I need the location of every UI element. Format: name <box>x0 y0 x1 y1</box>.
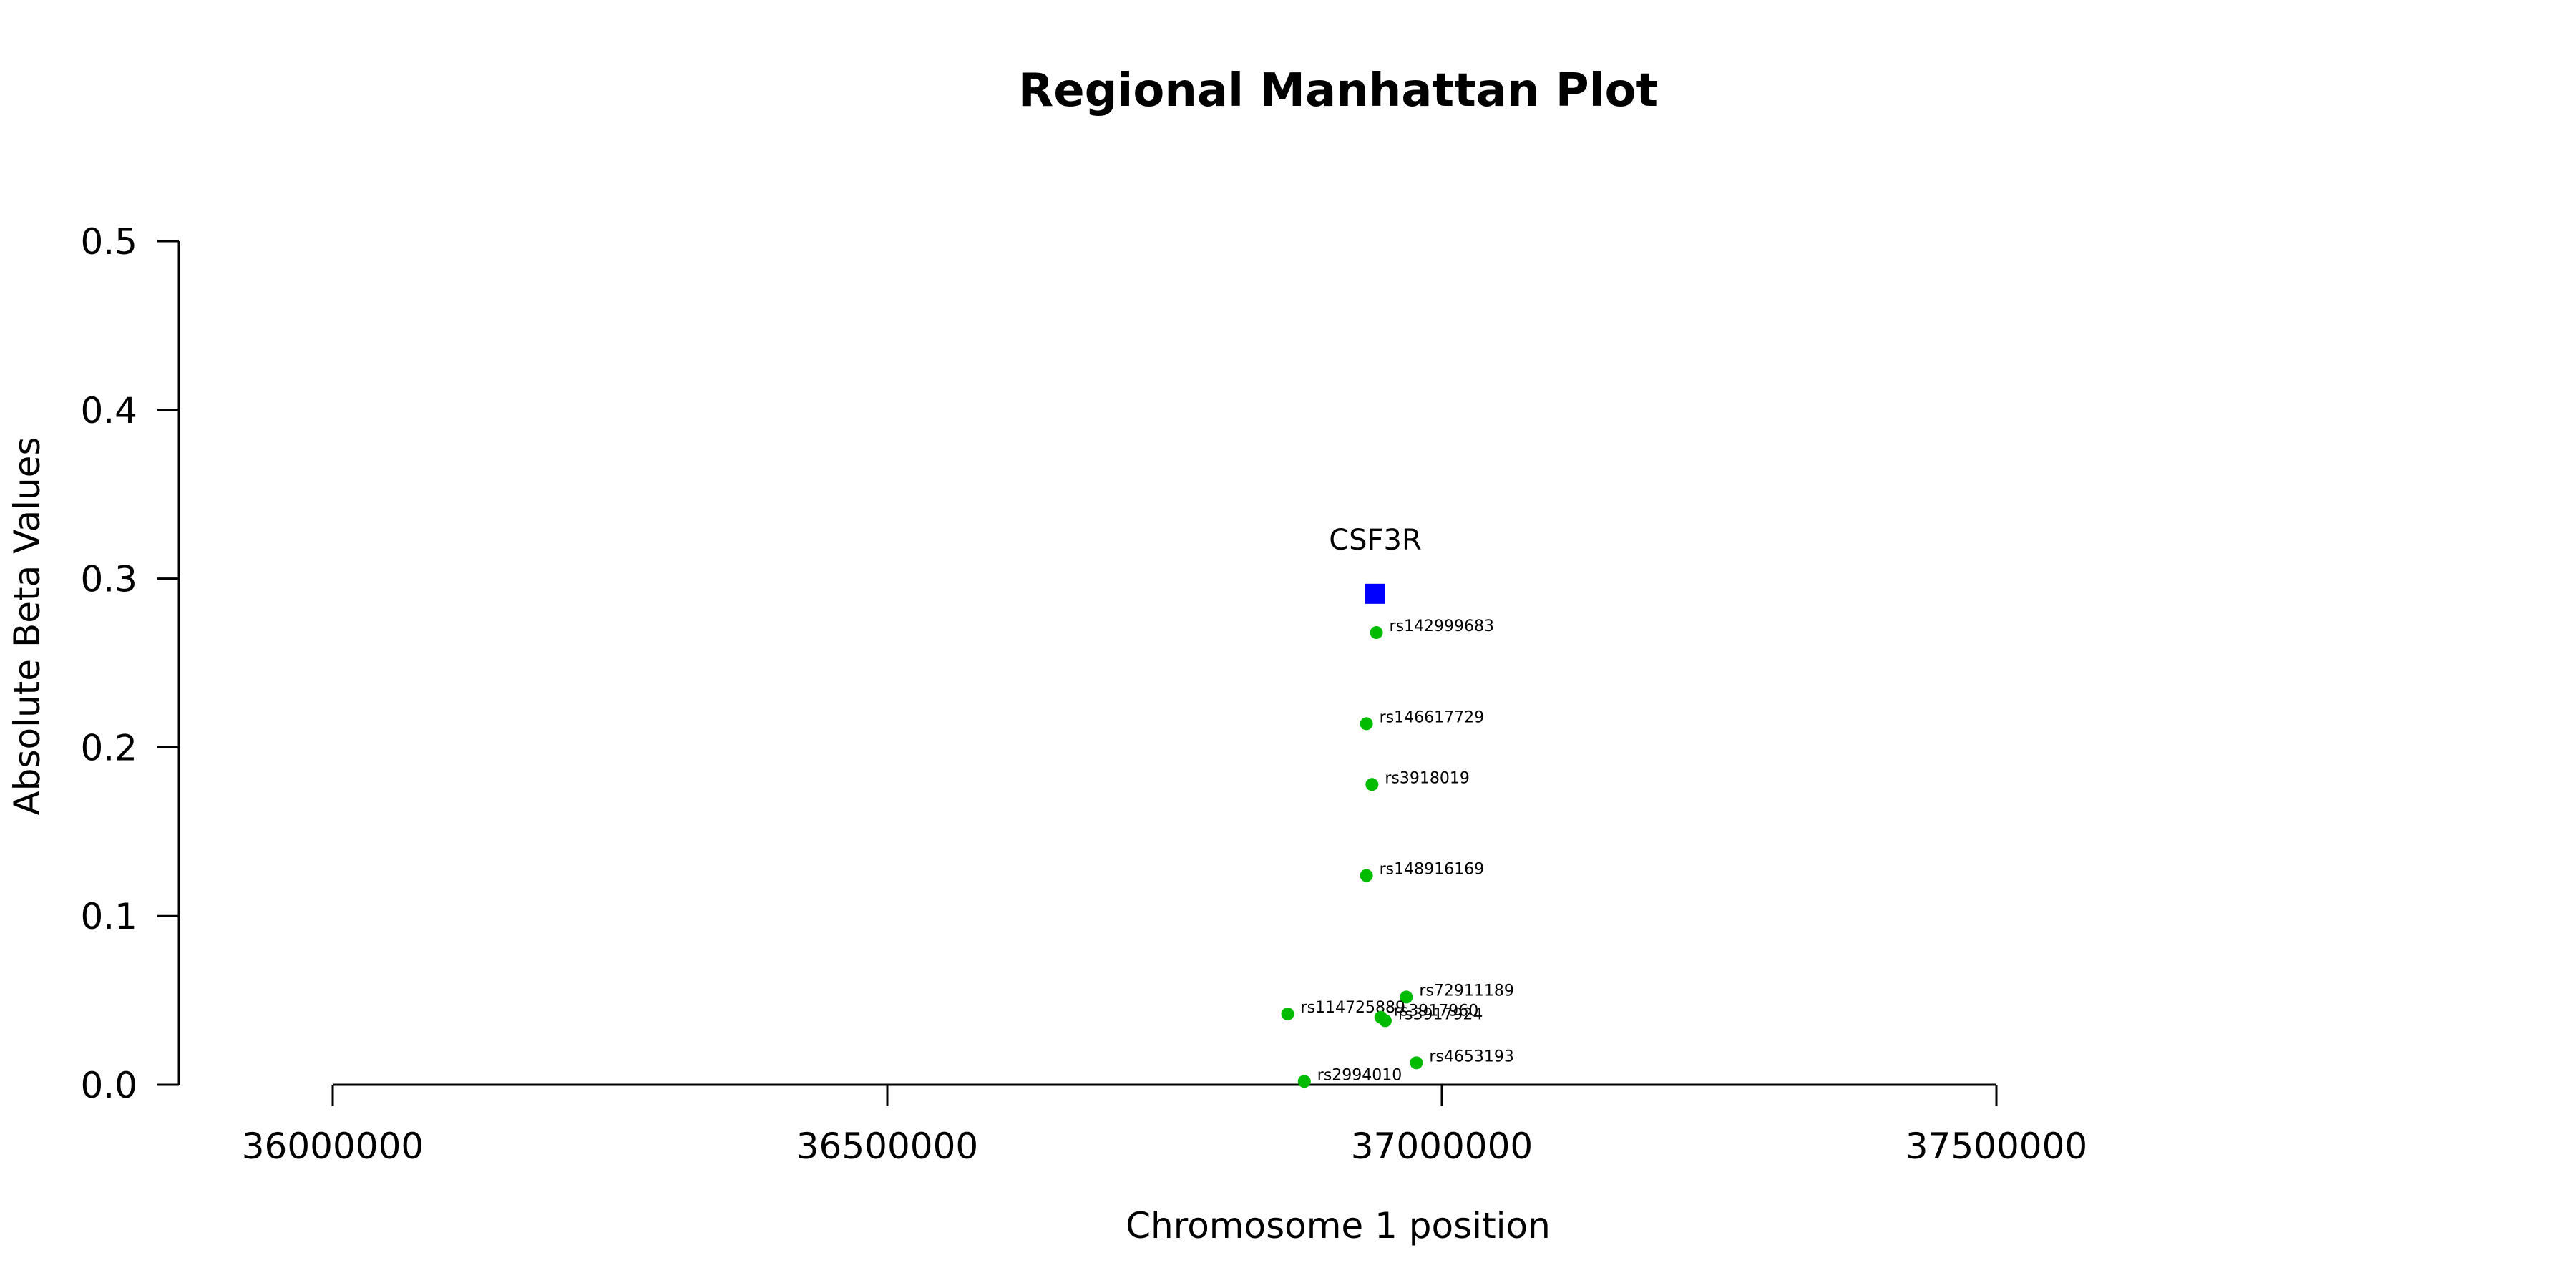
snp-point <box>1360 869 1373 882</box>
snp-label: rs148916169 <box>1380 861 1484 879</box>
y-axis-label: Absolute Beta Values <box>6 437 48 816</box>
y-tick-label: 0.4 <box>80 390 137 431</box>
snp-point <box>1365 778 1379 791</box>
data-points: rs142999683 rs146617729 rs3918019 rs1489161… <box>1281 524 1514 1088</box>
gene-marker <box>1365 583 1385 604</box>
chart-title: Regional Manhattan Plot <box>1018 64 1658 117</box>
snp-point <box>1281 1007 1294 1020</box>
snp-label: rs142999683 <box>1390 618 1494 635</box>
x-tick-label: 37000000 <box>1351 1126 1533 1167</box>
snp-label: rs3917960 <box>1394 1002 1479 1020</box>
x-tick-label: 36000000 <box>242 1126 424 1167</box>
snp-point <box>1378 1014 1392 1028</box>
gene-label: CSF3R <box>1329 524 1422 557</box>
snp-point <box>1370 626 1383 640</box>
y-tick-label: 0.5 <box>80 221 137 263</box>
x-axis-label: Chromosome 1 position <box>1126 1205 1551 1246</box>
snp-point <box>1410 1056 1423 1070</box>
snp-label: rs3918019 <box>1385 769 1470 787</box>
snp-label: rs4653193 <box>1429 1048 1514 1065</box>
y-tick-label: 0.3 <box>80 559 137 600</box>
snp-label: rs72911189 <box>1419 982 1513 1000</box>
snp-label: rs146617729 <box>1380 708 1484 726</box>
y-tick-label: 0.1 <box>80 896 137 937</box>
x-tick-label: 36500000 <box>796 1126 979 1167</box>
snp-point <box>1400 990 1413 1004</box>
snp-label: rs3917924 <box>1398 1005 1483 1023</box>
x-axis: 36000000 36500000 37000000 37500000 <box>242 1083 2088 1167</box>
snp-point <box>1297 1075 1311 1088</box>
snp-point <box>1360 717 1373 731</box>
y-tick-label: 0.2 <box>80 727 137 769</box>
snp-label: rs114725889 <box>1301 999 1405 1017</box>
y-tick-label: 0.0 <box>80 1065 137 1106</box>
x-tick-label: 37500000 <box>1906 1126 2088 1167</box>
y-axis: 0.0 0.1 0.2 0.3 0.4 0.5 <box>80 221 180 1106</box>
snp-label: rs2994010 <box>1317 1066 1402 1084</box>
